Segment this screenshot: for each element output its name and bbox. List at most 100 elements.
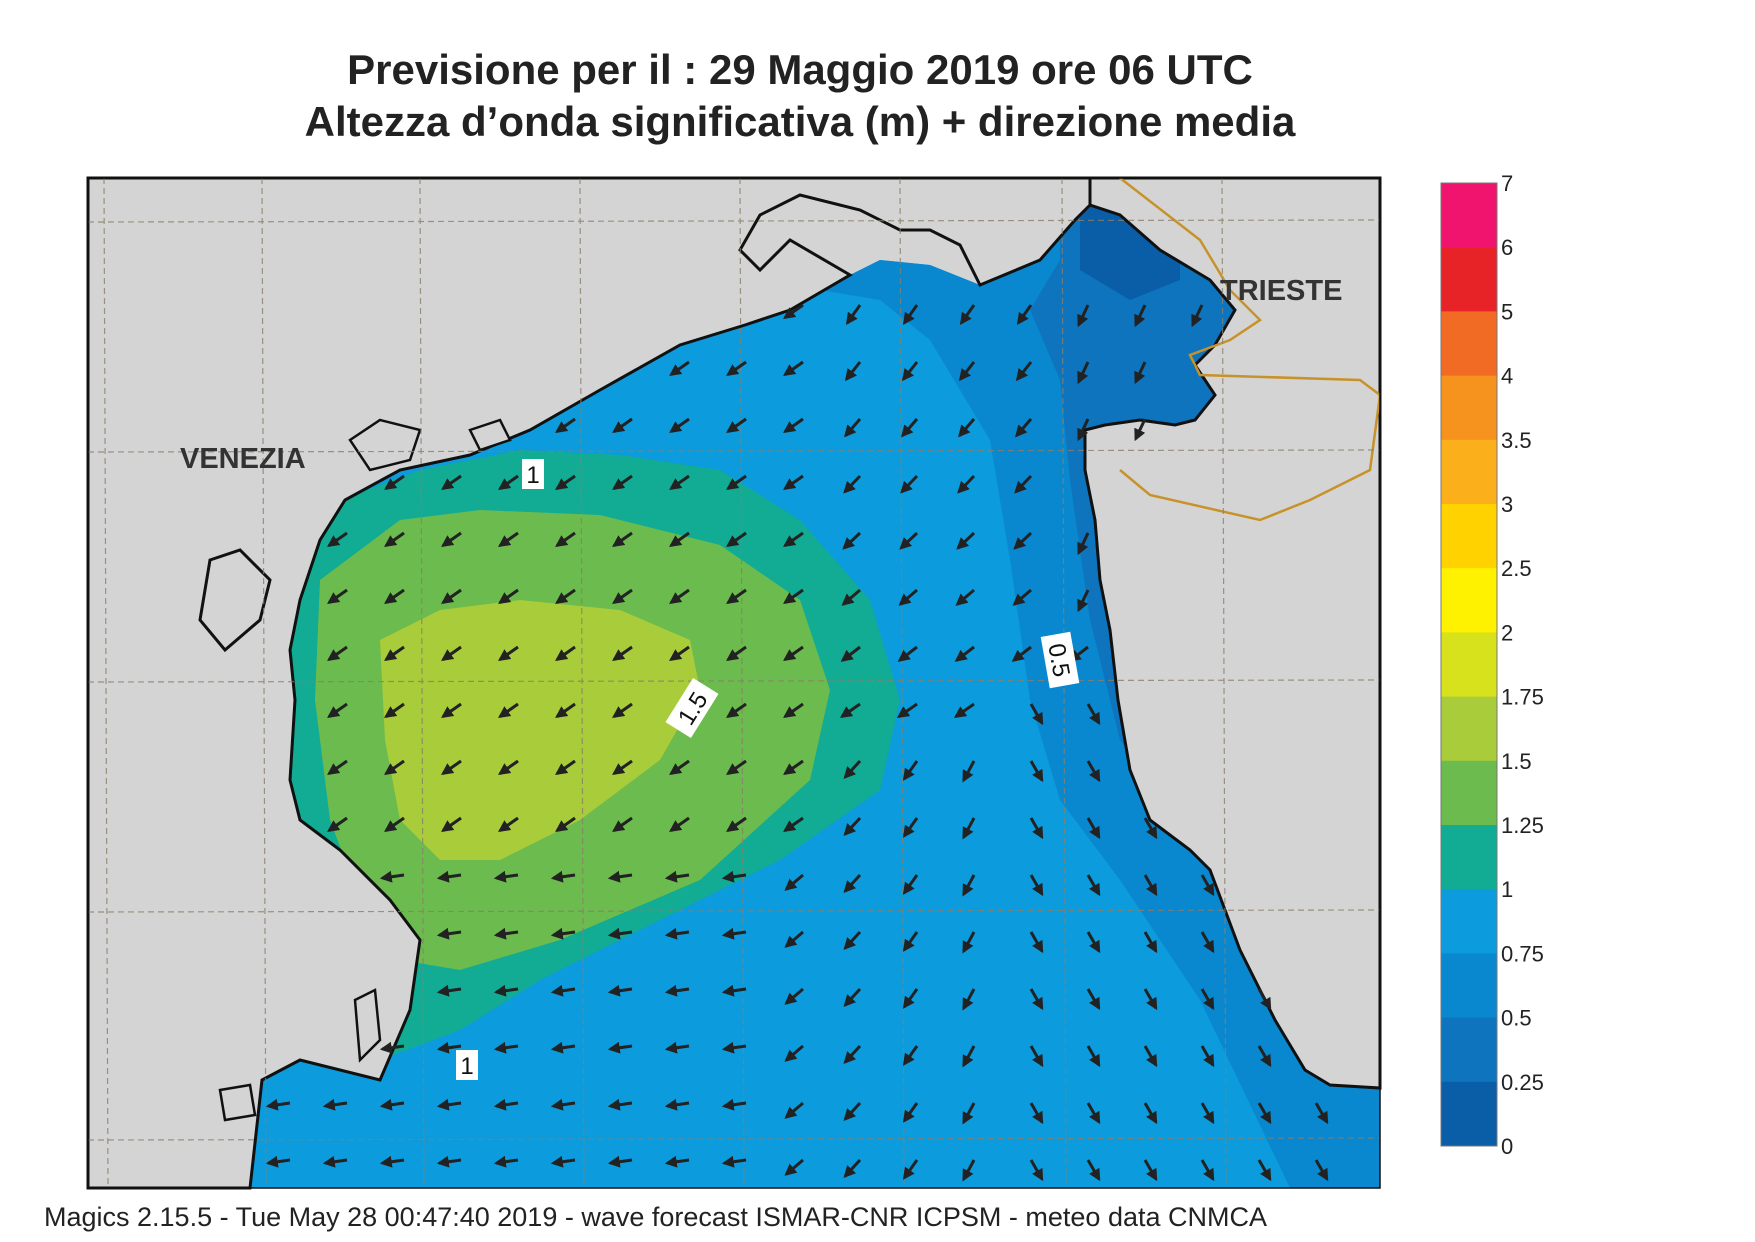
direction-arrow <box>726 702 747 718</box>
direction-arrow <box>1015 418 1033 438</box>
direction-arrow <box>669 588 690 604</box>
colorbar-swatch <box>1441 247 1497 312</box>
direction-arrow <box>1014 474 1033 494</box>
direction-arrow <box>612 645 633 661</box>
direction-arrow <box>1143 874 1158 897</box>
direction-arrow <box>436 1155 462 1168</box>
direction-arrow <box>1086 703 1101 726</box>
direction-arrow <box>1086 931 1101 954</box>
direction-arrow <box>669 531 690 547</box>
direction-arrow <box>962 988 976 1011</box>
direction-arrow <box>555 759 576 775</box>
colorbar-tick-label: 0 <box>1501 1134 1513 1159</box>
colorbar-swatch <box>1441 632 1497 698</box>
direction-arrow <box>843 1044 862 1064</box>
direction-arrow <box>555 702 576 718</box>
colorbar-tick-label: 1 <box>1501 877 1513 902</box>
direction-arrow <box>721 984 747 997</box>
direction-arrow <box>902 988 919 1009</box>
direction-arrow <box>550 870 576 883</box>
direction-arrow <box>1011 645 1032 662</box>
direction-arrow <box>379 1098 405 1111</box>
contour-label-1-south: 1 <box>456 1050 478 1080</box>
direction-arrow <box>902 760 919 781</box>
colorbar-swatch <box>1441 889 1497 954</box>
direction-arrow <box>962 817 976 840</box>
direction-arrow <box>1013 531 1033 550</box>
direction-arrow <box>902 1159 919 1180</box>
direction-arrow <box>550 927 576 940</box>
direction-arrow <box>726 474 747 490</box>
direction-arrow <box>726 759 747 775</box>
title-line-2: Altezza d’onda significativa (m) + direz… <box>304 98 1296 145</box>
colorbar-tick-label: 4 <box>1501 364 1513 389</box>
direction-arrow <box>1029 1102 1044 1125</box>
direction-arrow <box>607 984 633 997</box>
direction-arrow <box>1200 874 1215 897</box>
colorbar-swatch <box>1441 504 1497 569</box>
contour-label-text: 0.5 <box>1042 641 1074 679</box>
direction-arrow <box>1200 988 1215 1011</box>
direction-arrow <box>612 759 633 775</box>
colorbar-swatch <box>1441 568 1497 633</box>
direction-arrow <box>962 931 976 954</box>
direction-arrow <box>958 361 976 382</box>
direction-arrow <box>1077 304 1090 328</box>
direction-arrow <box>498 474 519 490</box>
direction-arrow <box>843 873 862 893</box>
direction-arrow <box>669 417 690 433</box>
direction-arrow <box>436 984 462 997</box>
direction-arrow <box>844 418 862 438</box>
direction-arrow <box>1143 1045 1158 1068</box>
direction-arrow <box>843 1101 862 1121</box>
direction-arrow <box>1143 1159 1158 1182</box>
direction-arrow <box>669 360 690 376</box>
direction-arrow <box>1029 760 1044 783</box>
direction-arrow <box>843 816 862 836</box>
colorbar: 7 6 5 4 3.5 3 2.5 2 1.75 1.5 1.25 1 0.75 0.5 0.25 0 <box>1440 171 1544 1159</box>
direction-arrow <box>784 873 804 891</box>
direction-arrow <box>327 816 348 832</box>
direction-arrow <box>555 531 576 547</box>
direction-arrow <box>900 474 919 494</box>
direction-arrow <box>612 474 633 490</box>
direction-arrow <box>436 1098 462 1111</box>
direction-arrow <box>902 817 919 838</box>
direction-arrow <box>784 1158 804 1176</box>
direction-arrow <box>959 304 976 325</box>
direction-arrow <box>726 531 747 547</box>
direction-arrow <box>1134 418 1147 442</box>
direction-arrow <box>956 531 976 550</box>
direction-arrow <box>962 1045 976 1068</box>
direction-arrow <box>265 1098 291 1111</box>
direction-arrow <box>1029 1159 1044 1182</box>
direction-arrow <box>555 645 576 661</box>
direction-arrow <box>1200 1159 1215 1182</box>
direction-arrow <box>726 588 747 604</box>
direction-arrow <box>784 987 804 1005</box>
direction-arrow <box>322 1098 348 1111</box>
direction-arrow <box>441 645 462 661</box>
direction-arrow <box>1029 988 1044 1011</box>
direction-arrow <box>436 870 462 883</box>
direction-arrow <box>498 702 519 718</box>
direction-arrow <box>384 531 405 547</box>
direction-arrow <box>1134 304 1147 328</box>
direction-arrow <box>783 759 804 775</box>
direction-arrow <box>726 816 747 832</box>
direction-arrow <box>845 304 862 325</box>
direction-arrow <box>1077 589 1090 613</box>
city-label-venezia: VENEZIA <box>180 443 306 475</box>
direction-arrow <box>1143 817 1158 840</box>
direction-arrow <box>436 1041 462 1054</box>
direction-arrow <box>902 874 919 895</box>
direction-arrow <box>842 531 862 550</box>
direction-arrow <box>441 702 462 718</box>
band-1.5-1.75 <box>380 600 700 860</box>
direction-arrow <box>896 702 918 718</box>
colorbar-swatch <box>1441 1017 1497 1083</box>
direction-arrow <box>843 474 862 494</box>
colorbar-swatch <box>1441 311 1497 377</box>
direction-arrow <box>1314 1159 1329 1182</box>
direction-arrow <box>498 759 519 775</box>
